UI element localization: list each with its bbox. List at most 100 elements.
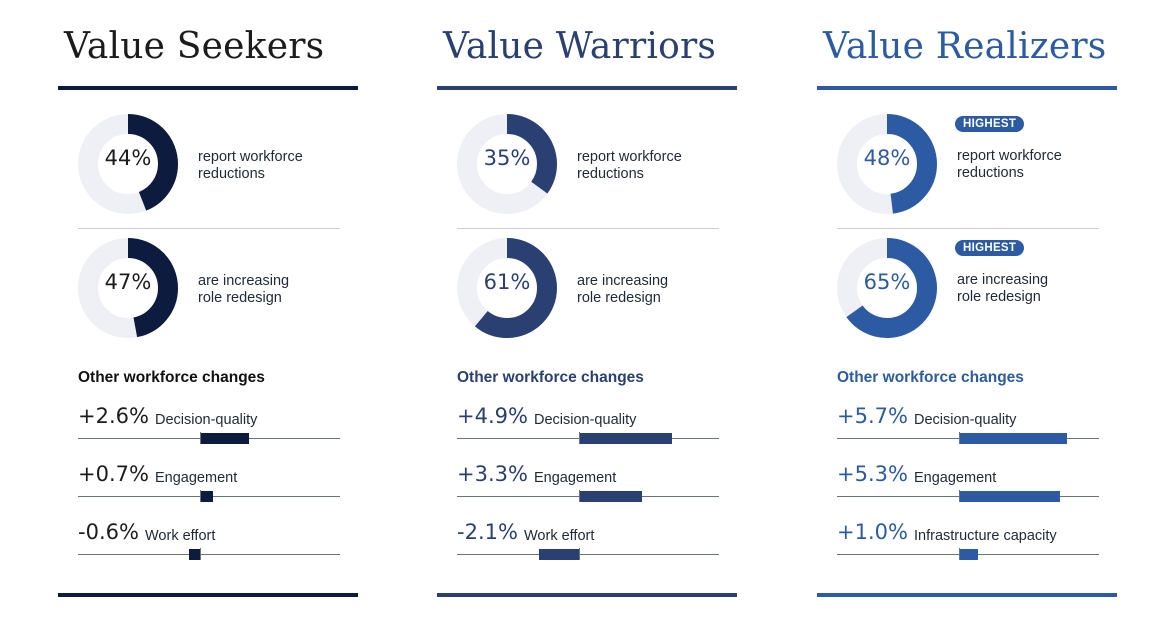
zero-tick <box>579 490 580 502</box>
donut-percent: 35% <box>483 146 531 170</box>
donut-chart <box>457 238 557 338</box>
change-value: +3.3% <box>457 462 528 486</box>
change-row: -0.6% Work effort <box>78 520 340 564</box>
donut-chart <box>78 114 178 214</box>
zero-tick <box>200 490 201 502</box>
section-title: Other workforce changes <box>837 369 1024 386</box>
donut-description: are increasing role redesign <box>198 273 348 307</box>
top-rule <box>58 86 358 90</box>
top-rule <box>437 86 737 90</box>
description-line: are increasing <box>198 273 290 289</box>
description-line: role redesign <box>198 290 282 306</box>
description-line: report workforce <box>957 148 1062 164</box>
donut-description: are increasing role redesign <box>577 273 727 307</box>
change-label: Engagement <box>155 470 238 486</box>
change-row: +1.0% Infrastructure capacity <box>837 520 1099 564</box>
panel-title: Value Realizers <box>823 26 1107 67</box>
change-value: +5.7% <box>837 404 908 428</box>
change-value: -0.6% <box>78 520 139 544</box>
donut-description: report workforce reductions <box>198 149 348 183</box>
change-axis <box>457 554 719 555</box>
donut-value-arc <box>457 238 557 338</box>
zero-tick <box>959 432 960 444</box>
divider <box>457 228 719 229</box>
description-line: report workforce <box>577 149 682 165</box>
donut-value-arc <box>78 238 178 338</box>
change-label: Decision-quality <box>155 412 258 428</box>
change-bar <box>579 491 642 502</box>
donut-percent: 44% <box>104 146 152 170</box>
panel-title: Value Warriors <box>443 26 717 67</box>
bottom-rule <box>817 593 1117 597</box>
section-title: Other workforce changes <box>457 369 644 386</box>
bottom-rule <box>437 593 737 597</box>
description-line: reductions <box>198 166 265 182</box>
donut-stat: 35% report workforce reductions <box>455 112 735 216</box>
donut-stat: 44% report workforce reductions <box>76 112 356 216</box>
description-line: report workforce <box>198 149 303 165</box>
panel-title: Value Seekers <box>64 26 325 67</box>
section-title: Other workforce changes <box>78 369 265 386</box>
change-row: +5.7% Decision-quality <box>837 404 1099 448</box>
zero-tick <box>579 548 580 560</box>
zero-tick <box>959 548 960 560</box>
change-bar <box>959 491 1060 502</box>
donut-description: report workforce reductions <box>957 148 1107 182</box>
panel-0: Value Seekers 44% report workforce reductio… <box>58 0 358 617</box>
change-row: +0.7% Engagement <box>78 462 340 506</box>
donut-stat: 48% HIGHEST report workforce reductions <box>835 112 1115 216</box>
change-label: Work effort <box>524 528 595 544</box>
highest-badge: HIGHEST <box>955 240 1025 256</box>
zero-tick <box>200 432 201 444</box>
divider <box>78 228 340 229</box>
change-label: Decision-quality <box>914 412 1017 428</box>
change-row: +2.6% Decision-quality <box>78 404 340 448</box>
donut-value-arc <box>837 238 937 338</box>
donut-value-arc <box>78 114 178 214</box>
change-value: -2.1% <box>457 520 518 544</box>
donut-stat: 65% HIGHEST are increasing role redesign <box>835 236 1115 340</box>
description-line: are increasing <box>957 272 1049 288</box>
change-bar <box>959 549 978 560</box>
change-row: +4.9% Decision-quality <box>457 404 719 448</box>
donut-chart <box>78 238 178 338</box>
donut-description: report workforce reductions <box>577 149 727 183</box>
description-line: reductions <box>577 166 644 182</box>
change-bar <box>539 549 579 560</box>
change-value: +5.3% <box>837 462 908 486</box>
divider <box>837 228 1099 229</box>
panel-1: Value Warriors 35% report workforce reducti… <box>437 0 737 617</box>
panel-2: Value Realizers 48% HIGHEST report workforc… <box>817 0 1117 617</box>
donut-description: are increasing role redesign <box>957 272 1107 306</box>
top-rule <box>817 86 1117 90</box>
change-value: +2.6% <box>78 404 149 428</box>
donut-chart <box>457 114 557 214</box>
donut-stat: 47% are increasing role redesign <box>76 236 356 340</box>
change-value: +1.0% <box>837 520 908 544</box>
donut-percent: 47% <box>104 270 152 294</box>
change-bar <box>959 433 1068 444</box>
donut-chart <box>837 114 937 214</box>
zero-tick <box>200 548 201 560</box>
donut-percent: 48% <box>863 146 911 170</box>
change-label: Engagement <box>534 470 617 486</box>
change-label: Infrastructure capacity <box>914 528 1057 544</box>
change-value: +0.7% <box>78 462 149 486</box>
change-bar <box>188 549 200 560</box>
donut-percent: 65% <box>863 270 911 294</box>
bottom-rule <box>58 593 358 597</box>
change-row: +3.3% Engagement <box>457 462 719 506</box>
highest-badge: HIGHEST <box>955 116 1025 132</box>
description-line: reductions <box>957 165 1024 181</box>
change-bar <box>200 433 250 444</box>
donut-percent: 61% <box>483 270 531 294</box>
change-bar <box>200 491 214 502</box>
description-line: role redesign <box>957 289 1041 305</box>
donut-value-arc <box>457 114 557 214</box>
change-axis <box>78 554 340 555</box>
donut-chart <box>837 238 937 338</box>
change-bar <box>579 433 673 444</box>
zero-tick <box>579 432 580 444</box>
donut-value-arc <box>837 114 937 214</box>
change-label: Work effort <box>145 528 216 544</box>
